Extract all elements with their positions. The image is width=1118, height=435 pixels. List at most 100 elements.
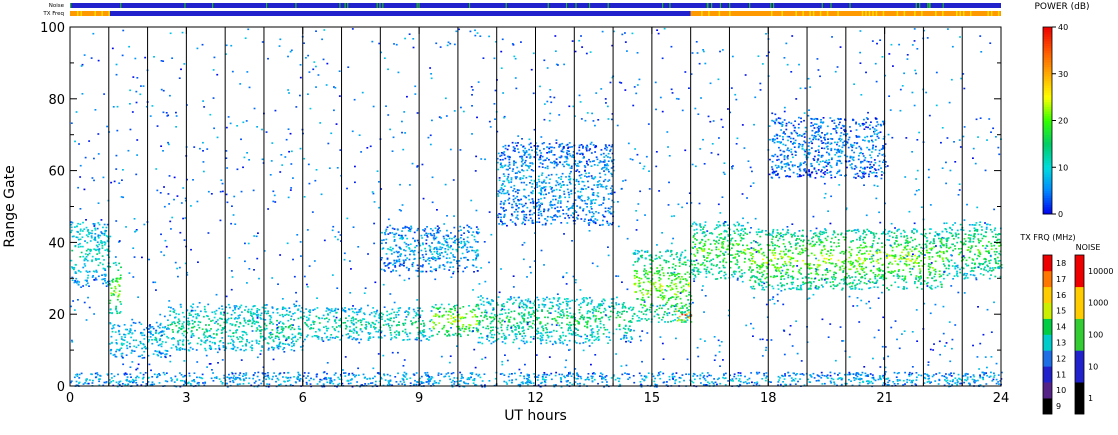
heatmap-cell bbox=[694, 274, 697, 277]
heatmap-cell bbox=[177, 329, 180, 332]
heatmap-cell bbox=[251, 321, 254, 324]
heatmap-cell bbox=[723, 373, 725, 375]
heatmap-cell bbox=[273, 372, 276, 374]
heatmap-cell bbox=[405, 310, 408, 312]
heatmap-cell bbox=[978, 250, 981, 253]
heatmap-cell bbox=[667, 308, 670, 310]
heatmap-cell bbox=[322, 314, 325, 317]
heatmap-cell bbox=[279, 341, 282, 344]
heatmap-cell bbox=[353, 328, 356, 330]
heatmap-cell bbox=[724, 273, 727, 276]
heatmap-cell bbox=[831, 276, 833, 278]
heatmap-cell bbox=[813, 233, 815, 235]
heatmap-cell bbox=[527, 374, 530, 376]
heatmap-cell bbox=[632, 306, 635, 309]
heatmap-cell bbox=[740, 224, 743, 227]
heatmap-cell bbox=[484, 309, 487, 312]
heatmap-cell bbox=[316, 307, 319, 309]
heatmap-cell bbox=[500, 336, 503, 338]
heatmap-cell bbox=[659, 285, 662, 287]
heatmap-cell bbox=[582, 318, 585, 321]
heatmap-cell bbox=[179, 339, 181, 342]
heatmap-cell bbox=[375, 311, 378, 313]
heatmap-cell bbox=[991, 380, 994, 382]
heatmap-cell bbox=[893, 243, 896, 245]
heatmap-cell bbox=[844, 373, 846, 376]
txfreq-bar-tick bbox=[80, 11, 82, 16]
heatmap-cell bbox=[733, 223, 736, 226]
heatmap-cell bbox=[86, 241, 89, 244]
heatmap-cell bbox=[374, 313, 377, 315]
heatmap-cell bbox=[858, 384, 861, 387]
heatmap-cell bbox=[856, 372, 859, 374]
heatmap-cell bbox=[558, 338, 561, 340]
heatmap-cell bbox=[149, 327, 152, 329]
heatmap-cell bbox=[179, 327, 182, 330]
heatmap-cell bbox=[626, 332, 628, 334]
heatmap-cell bbox=[691, 223, 694, 225]
heatmap-cell bbox=[980, 233, 983, 236]
heatmap-cell bbox=[588, 378, 590, 381]
heatmap-cell bbox=[823, 232, 826, 234]
heatmap-cell bbox=[900, 232, 902, 235]
heatmap-cell bbox=[640, 298, 643, 301]
heatmap-cell bbox=[282, 348, 285, 351]
heatmap-cell bbox=[269, 337, 272, 340]
heatmap-cell bbox=[993, 229, 996, 231]
heatmap-cell bbox=[525, 340, 528, 343]
heatmap-cell bbox=[953, 238, 955, 240]
heatmap-cell bbox=[950, 259, 953, 262]
heatmap-cell bbox=[667, 299, 670, 302]
heatmap-cell bbox=[697, 273, 700, 275]
heatmap-cell bbox=[993, 258, 996, 260]
heatmap-cell bbox=[708, 374, 711, 377]
heatmap-cell bbox=[628, 373, 630, 375]
heatmap-cell bbox=[127, 332, 130, 335]
heatmap-cell bbox=[895, 240, 897, 242]
heatmap-cell bbox=[754, 276, 756, 278]
heatmap-cell bbox=[699, 264, 702, 266]
heatmap-cell bbox=[105, 226, 108, 229]
heatmap-cell bbox=[624, 324, 627, 327]
heatmap-cell bbox=[675, 253, 678, 256]
heatmap-cell bbox=[143, 334, 146, 337]
heatmap-cell bbox=[600, 375, 603, 378]
heatmap-cell bbox=[220, 311, 222, 314]
heatmap-cell bbox=[972, 270, 975, 272]
heatmap-cell bbox=[360, 319, 363, 322]
heatmap-cell bbox=[894, 254, 897, 256]
heatmap-cell bbox=[694, 264, 697, 266]
heatmap-cell bbox=[204, 342, 207, 344]
heatmap-cell bbox=[197, 314, 199, 317]
heatmap-cell bbox=[858, 264, 860, 267]
heatmap-cell bbox=[722, 247, 725, 249]
heatmap-cell bbox=[744, 381, 747, 383]
heatmap-cell bbox=[88, 270, 91, 273]
heatmap-cell bbox=[416, 381, 418, 383]
heatmap-cell bbox=[155, 338, 158, 340]
heatmap-cell bbox=[322, 384, 325, 386]
heatmap-cell bbox=[978, 241, 981, 244]
heatmap-cell bbox=[613, 307, 616, 310]
heatmap-cell bbox=[983, 258, 986, 260]
heatmap-cell bbox=[932, 238, 935, 240]
heatmap-cell bbox=[703, 248, 706, 250]
heatmap-cell bbox=[384, 320, 387, 322]
heatmap-cell bbox=[945, 246, 948, 249]
heatmap-cell bbox=[349, 330, 351, 332]
heatmap-cell bbox=[940, 242, 943, 245]
heatmap-cell bbox=[710, 249, 713, 252]
heatmap-cell bbox=[252, 377, 255, 380]
heatmap-cell bbox=[397, 383, 400, 385]
heatmap-cell bbox=[797, 270, 800, 273]
heatmap-cell bbox=[982, 245, 984, 247]
heatmap-cell bbox=[236, 336, 239, 339]
noise-bar-tick bbox=[929, 3, 931, 8]
heatmap-cell bbox=[942, 273, 945, 276]
heatmap-cell bbox=[850, 240, 853, 243]
heatmap-cell bbox=[281, 329, 284, 331]
heatmap-cell bbox=[125, 354, 128, 356]
heatmap-cell bbox=[575, 378, 578, 380]
heatmap-cell bbox=[126, 376, 129, 378]
heatmap-cell bbox=[542, 374, 545, 376]
